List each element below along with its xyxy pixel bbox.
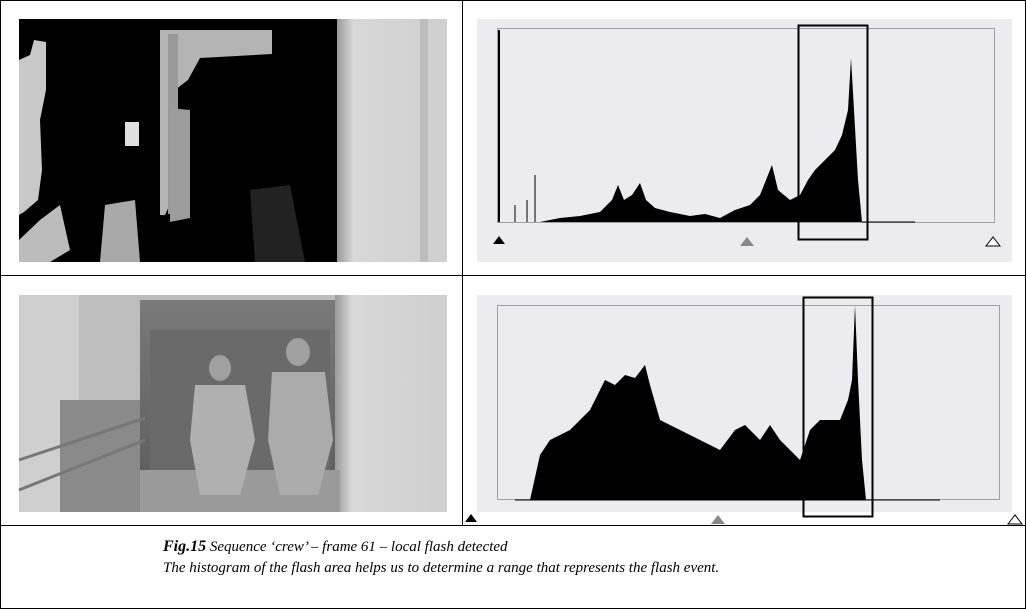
histogram-panel <box>477 19 1012 262</box>
mask-image <box>19 19 447 262</box>
figure-label: Fig.15 <box>163 538 206 555</box>
caption-text: The histogram of the flash area helps us… <box>163 560 719 577</box>
histogram-panel <box>465 295 1022 524</box>
figure-title: Sequence ‘crew’ – frame 61 – local flash… <box>210 539 508 555</box>
page: {"caption": {"label": "Fig.15", "title":… <box>0 0 1026 609</box>
caption-line: Fig.15 Sequence ‘crew’ – frame 61 – loca… <box>163 538 508 556</box>
figure-table <box>0 0 1026 609</box>
crew-image <box>19 295 447 512</box>
